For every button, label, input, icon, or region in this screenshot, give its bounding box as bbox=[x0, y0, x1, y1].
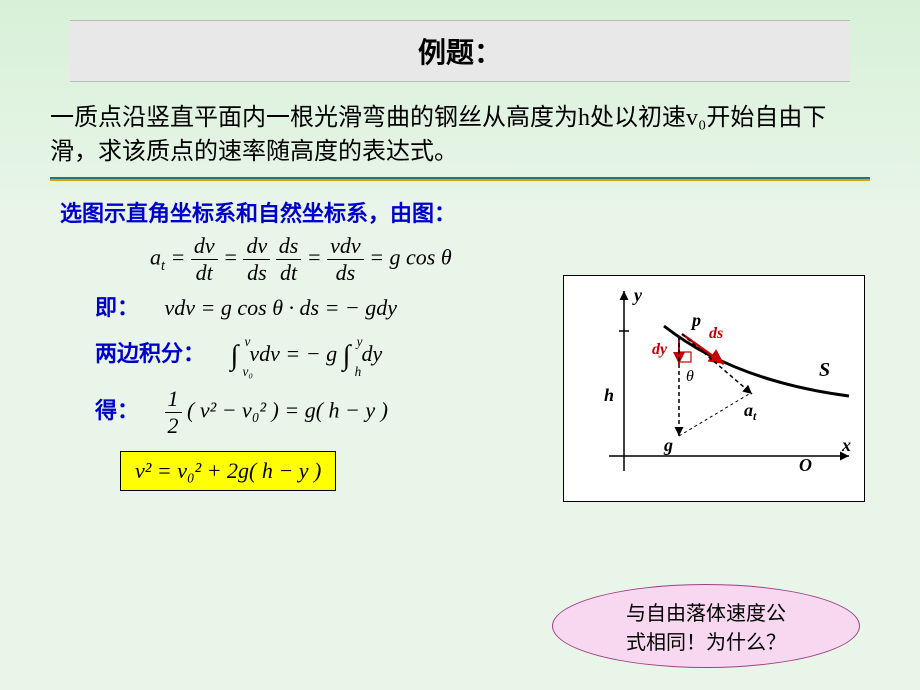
integral-2: ∫ y h bbox=[343, 340, 351, 372]
slide: 例题： 一质点沿竖直平面内一根光滑弯曲的钢丝从高度为h处以初速v₀开始自由下滑，… bbox=[0, 0, 920, 690]
step1-label: 选图示直角坐标系和自然坐标系，由图： bbox=[60, 196, 860, 228]
y-label: y bbox=[632, 285, 643, 305]
ds-label: ds bbox=[709, 325, 723, 342]
coordinate-diagram: O y x S h p dy ds θ g at bbox=[563, 275, 865, 502]
eq1-frac4: vdvds bbox=[327, 233, 364, 286]
p-label: p bbox=[690, 310, 701, 330]
eq4-half: 12 bbox=[165, 386, 182, 439]
g-label: g bbox=[663, 435, 673, 455]
origin-label: O bbox=[799, 455, 812, 475]
eq3-mid: = − g bbox=[285, 341, 337, 366]
eq1-frac2: dvds bbox=[243, 233, 270, 286]
label-de: 得： bbox=[95, 398, 139, 423]
result-formula: v² = v₀² + 2g( h − y ) bbox=[120, 451, 336, 491]
title-text: 例题： bbox=[70, 31, 850, 71]
bubble-line2: 式相同！为什么？ bbox=[571, 626, 841, 655]
eq3-int1: vdv bbox=[249, 341, 280, 366]
s-label: S bbox=[819, 359, 830, 381]
eq3-int2: dy bbox=[361, 341, 382, 366]
eq1-a: a bbox=[150, 245, 161, 270]
diagram-svg: O y x S h p dy ds θ g at bbox=[564, 276, 864, 501]
label-ji: 即： bbox=[95, 295, 139, 320]
bubble-line1: 与自由落体速度公 bbox=[571, 597, 841, 626]
proj-box bbox=[679, 352, 691, 362]
eq4-rest: ( v² − v₀² ) = g( h − y ) bbox=[187, 398, 388, 423]
equation-2: vdv = g cos θ · ds = − gdy bbox=[165, 295, 398, 320]
eq1-frac3: dsdt bbox=[276, 233, 302, 286]
at-label: at bbox=[744, 400, 757, 423]
dy-label: dy bbox=[652, 341, 668, 358]
x-label: x bbox=[841, 435, 851, 455]
integral-1: ∫ v v₀ bbox=[231, 340, 239, 372]
h-label: h bbox=[604, 385, 614, 405]
speech-bubble: 与自由落体速度公 式相同！为什么？ bbox=[552, 584, 860, 668]
eq1-rhs: g cos θ bbox=[390, 245, 452, 270]
eq1-frac1: dvdt bbox=[191, 233, 218, 286]
problem-statement: 一质点沿竖直平面内一根光滑弯曲的钢丝从高度为h处以初速v₀开始自由下滑，求该质点… bbox=[50, 102, 870, 169]
theta-label: θ bbox=[686, 368, 694, 385]
label-integrate: 两边积分： bbox=[95, 341, 205, 366]
divider bbox=[50, 177, 870, 181]
title-bar: 例题： bbox=[70, 20, 850, 82]
eq1-sub: t bbox=[161, 258, 165, 274]
closing-dash bbox=[679, 394, 749, 436]
